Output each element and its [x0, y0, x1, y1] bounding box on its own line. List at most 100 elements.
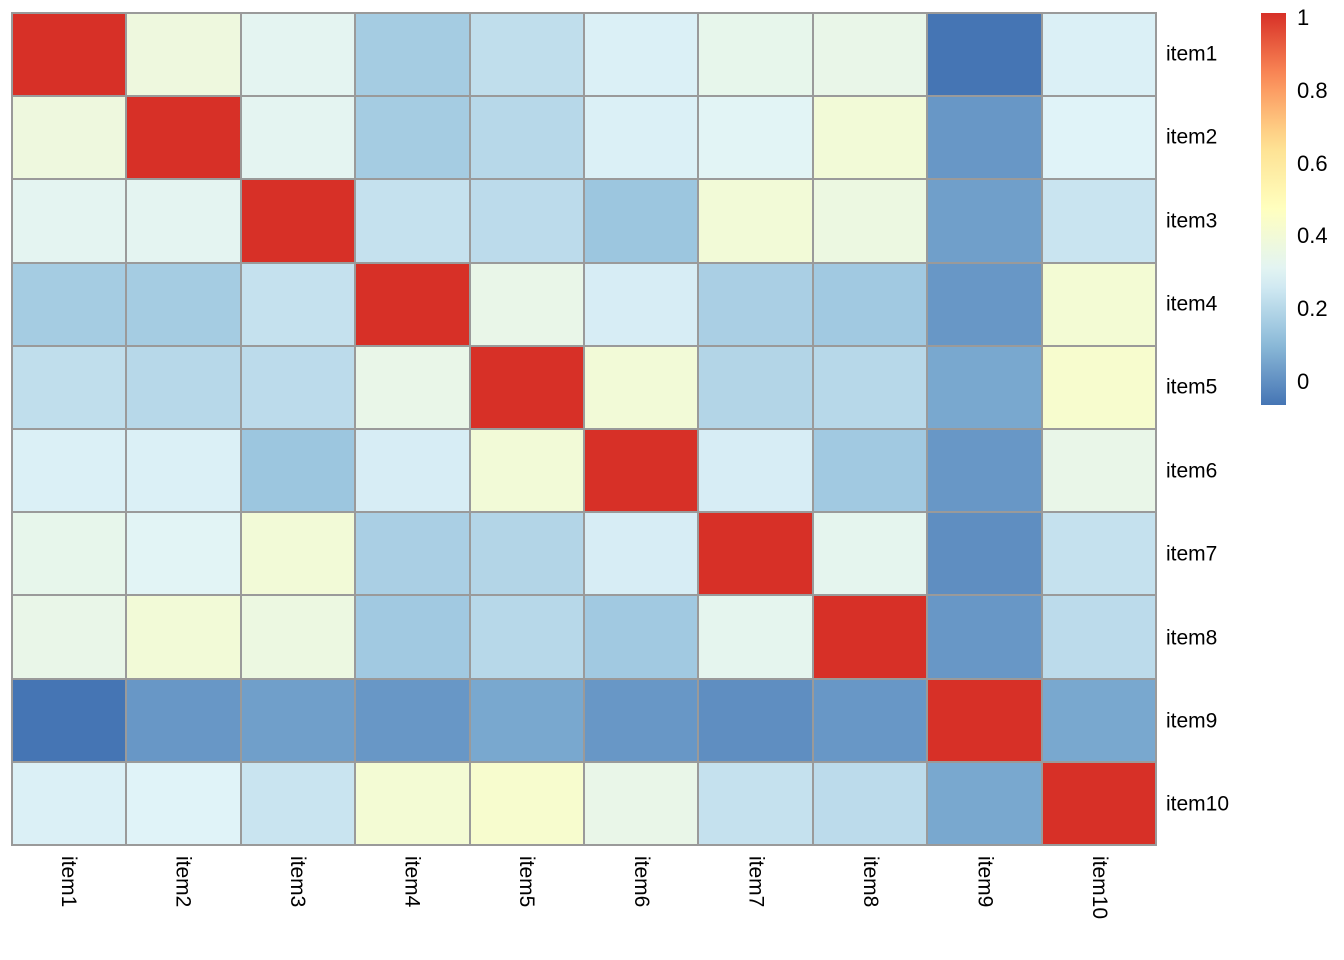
- heatmap-cell: [585, 180, 698, 262]
- heatmap-cell: [13, 679, 126, 761]
- legend-tick-label: 1: [1297, 5, 1310, 30]
- heatmap-cell: [13, 263, 126, 345]
- heatmap-cell: [1042, 263, 1155, 345]
- heatmap-cell: [470, 762, 583, 844]
- heatmap-cell: [928, 679, 1041, 761]
- heatmap-cell: [585, 596, 698, 678]
- heatmap-cell: [241, 263, 355, 345]
- row-label: item8: [1166, 626, 1218, 649]
- heatmap-cell: [127, 429, 240, 512]
- heatmap-cell: [127, 762, 240, 844]
- heatmap-cell: [356, 596, 469, 678]
- heatmap-cell: [127, 97, 240, 179]
- heatmap-cell: [585, 346, 698, 428]
- heatmap-cell: [585, 513, 698, 595]
- row-label: item1: [1166, 42, 1218, 66]
- col-label: item8: [859, 856, 882, 908]
- legend-tick-label: 0.4: [1297, 223, 1328, 249]
- heatmap-cell: [928, 263, 1041, 345]
- heatmap-cell: [356, 263, 469, 345]
- heatmap-cell: [127, 679, 240, 761]
- row-label: item7: [1166, 542, 1218, 566]
- heatmap-cell: [470, 513, 583, 595]
- heatmap-cell: [127, 513, 240, 595]
- heatmap-cell: [470, 346, 583, 428]
- heatmap-cell: [699, 679, 812, 761]
- heatmap-cell: [356, 762, 469, 844]
- heatmap-grid: [11, 12, 1157, 846]
- heatmap-cell: [356, 346, 469, 428]
- heatmap-cell: [699, 429, 812, 512]
- heatmap-cell: [813, 429, 927, 512]
- row-label: item10: [1166, 792, 1230, 816]
- heatmap-cell: [928, 596, 1041, 678]
- row-label: item6: [1166, 459, 1218, 483]
- col-label: item5: [515, 856, 539, 908]
- heatmap-cell: [928, 346, 1041, 428]
- heatmap-cell: [699, 513, 812, 595]
- heatmap-cell: [928, 429, 1041, 512]
- heatmap-cell: [928, 14, 1041, 96]
- col-label: item3: [286, 856, 309, 908]
- heatmap-cell: [699, 180, 812, 262]
- col-label: item10: [1088, 856, 1112, 920]
- heatmap-cell: [356, 180, 469, 262]
- heatmap-cell: [813, 513, 927, 595]
- heatmap-cell: [1042, 679, 1155, 761]
- col-label: item2: [171, 856, 195, 908]
- heatmap-cell: [813, 97, 927, 179]
- heatmap-cell: [13, 97, 126, 179]
- heatmap-cell: [470, 263, 583, 345]
- heatmap-cell: [1042, 346, 1155, 428]
- heatmap-cell: [813, 180, 927, 262]
- heatmap-cell: [1042, 762, 1155, 844]
- heatmap-cell: [1042, 429, 1155, 512]
- heatmap-cell: [1042, 14, 1155, 96]
- heatmap-cell: [241, 14, 355, 96]
- heatmap-cell: [699, 97, 812, 179]
- heatmap-cell: [585, 14, 698, 96]
- col-label: item9: [973, 856, 997, 908]
- heatmap-cell: [241, 97, 355, 179]
- heatmap-cell: [13, 346, 126, 428]
- row-label: item4: [1166, 292, 1218, 316]
- heatmap-cell: [127, 596, 240, 678]
- legend-color-bar: [1261, 13, 1286, 405]
- legend-tick-label: 0.2: [1297, 296, 1328, 322]
- heatmap-cell: [356, 97, 469, 179]
- heatmap-cell: [356, 679, 469, 761]
- heatmap-cell: [470, 429, 583, 512]
- legend-tick-label: 0: [1297, 368, 1310, 394]
- heatmap-cell: [813, 596, 927, 678]
- heatmap-cell: [470, 180, 583, 262]
- heatmap-cell: [127, 346, 240, 428]
- heatmap-cell: [470, 679, 583, 761]
- heatmap-cell: [470, 14, 583, 96]
- heatmap-cell: [241, 513, 355, 595]
- heatmap-cell: [1042, 596, 1155, 678]
- heatmap-cell: [813, 263, 927, 345]
- heatmap-cell: [13, 596, 126, 678]
- heatmap-cell: [1042, 97, 1155, 179]
- heatmap-cell: [356, 513, 469, 595]
- heatmap-cell: [13, 14, 126, 96]
- heatmap-cell: [585, 762, 698, 844]
- heatmap-cell: [928, 762, 1041, 844]
- heatmap-cell: [356, 14, 469, 96]
- heatmap-cell: [127, 14, 240, 96]
- heatmap-cell: [1042, 180, 1155, 262]
- heatmap-cell: [241, 180, 355, 262]
- heatmap-cell: [813, 679, 927, 761]
- row-label: item2: [1166, 125, 1218, 149]
- heatmap-cell: [241, 596, 355, 678]
- heatmap-cell: [699, 596, 812, 678]
- heatmap-cell: [928, 513, 1041, 595]
- heatmap-cell: [127, 180, 240, 262]
- heatmap-cell: [699, 263, 812, 345]
- heatmap-cell: [241, 762, 355, 844]
- heatmap-cell: [1042, 513, 1155, 595]
- row-label: item3: [1166, 209, 1218, 232]
- heatmap-cell: [928, 97, 1041, 179]
- heatmap-cell: [585, 97, 698, 179]
